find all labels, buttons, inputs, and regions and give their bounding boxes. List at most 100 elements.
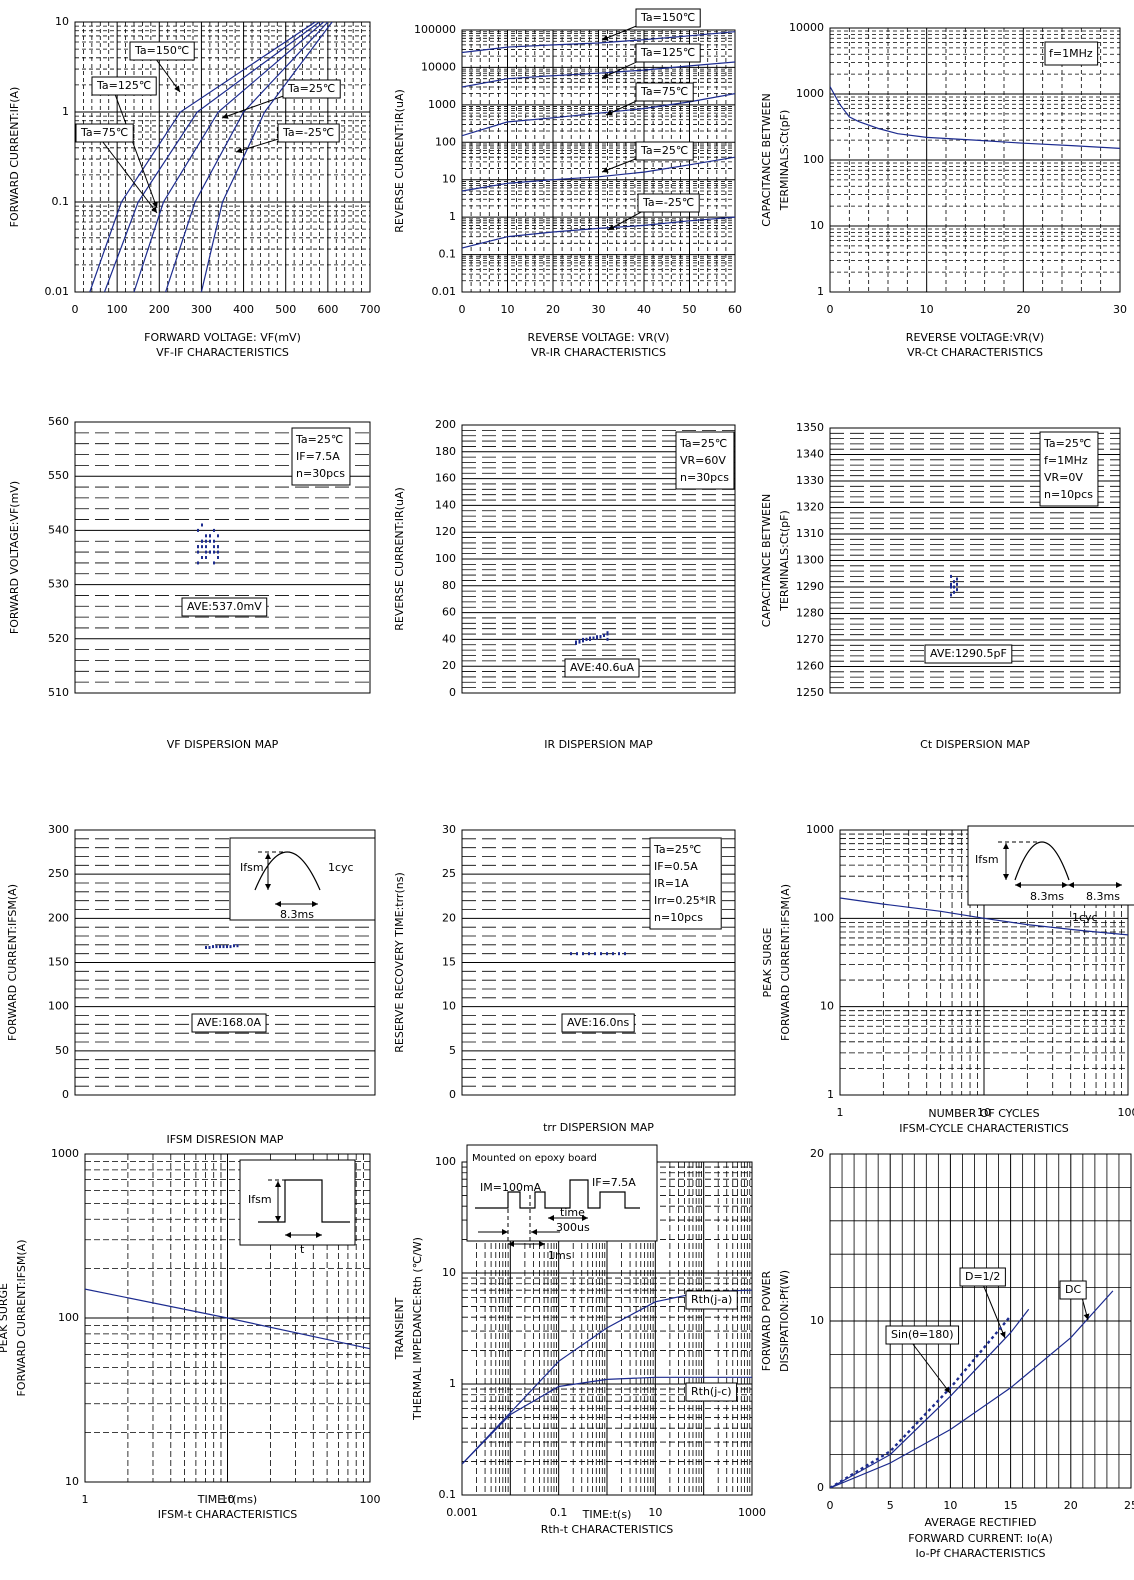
condition-text: Irr=0.25*IR <box>654 894 717 907</box>
dispersion-point <box>209 534 211 538</box>
inset-shape <box>1014 841 1070 881</box>
average-label: AVE:16.0ns <box>567 1016 629 1029</box>
label-arrow <box>111 85 158 209</box>
series-label-box <box>685 1382 738 1402</box>
condition-text: n=30pcs <box>680 471 729 484</box>
y-tick-label: 1000 <box>806 823 834 836</box>
plot-frame <box>74 829 376 1096</box>
y-tick-label: 200 <box>435 418 456 431</box>
y-tick-label: 0.1 <box>439 1488 457 1501</box>
chart: 1250 1260 1270 1280 1290 1300 1310 1320 1330 1340… <box>760 421 1121 751</box>
x-tick-label: 20 <box>1064 1499 1078 1512</box>
y-tick-label: 1000 <box>428 98 456 111</box>
x-tick-label: 20 <box>1016 303 1030 316</box>
y-tick-label: 100 <box>48 1000 69 1013</box>
plot-frame <box>461 29 736 293</box>
y-tick-label: 150 <box>48 956 69 969</box>
dispersion-point <box>201 539 203 543</box>
condition-text: IF=0.5A <box>654 860 698 873</box>
dispersion-point <box>217 545 219 549</box>
series-label: Ta=150℃ <box>640 11 695 24</box>
y-axis-label: FORWARD CURRENT:IFSM(A) <box>779 884 792 1041</box>
chart-title: VR-Ct CHARACTERISTICS <box>907 346 1043 359</box>
y-tick-label: 180 <box>435 445 456 458</box>
inset-box <box>967 825 1134 906</box>
plot-frame <box>461 424 736 694</box>
series-line <box>133 22 324 292</box>
dispersion-point <box>222 945 225 949</box>
series-line <box>462 156 735 192</box>
series-label: Ta=25℃ <box>287 82 335 95</box>
series-label: DC <box>1065 1283 1081 1296</box>
x-tick-label: 0.1 <box>550 1506 568 1519</box>
inset-text: 1ms <box>548 1249 572 1262</box>
x-tick-label: 10 <box>501 303 515 316</box>
y-tick-label: 100 <box>435 1155 456 1168</box>
dispersion-point <box>589 637 591 641</box>
x-tick-label: 10 <box>977 1106 991 1119</box>
x-axis-label: TIME:t(s) <box>582 1508 632 1521</box>
x-tick-label: 5 <box>887 1499 894 1512</box>
y-tick-label: 140 <box>435 498 456 511</box>
series-label-box <box>637 193 700 213</box>
plot-frame <box>74 421 371 694</box>
inset-text: 1cyc <box>1072 911 1098 924</box>
dispersion-point <box>570 952 572 956</box>
series-line <box>830 1308 1030 1488</box>
y-tick-label: 1 <box>827 1088 834 1101</box>
x-tick-label: 1000 <box>738 1506 766 1519</box>
dispersion-point <box>226 945 228 949</box>
dispersion-point <box>213 545 215 549</box>
series-line <box>103 22 320 292</box>
series-label: Rth(j-a) <box>691 1293 732 1306</box>
dispersion-point <box>205 550 207 554</box>
condition-text: IR=1A <box>654 877 689 890</box>
dispersion-point <box>582 952 584 956</box>
y-tick-label: 80 <box>442 579 456 592</box>
label-arrow <box>905 1334 951 1394</box>
y-tick-label: 550 <box>48 469 69 482</box>
y-tick-label: 0.1 <box>52 195 70 208</box>
x-axis-label: AVERAGE RECTIFIED <box>924 1516 1036 1529</box>
y-tick-label: 100000 <box>414 23 456 36</box>
dispersion-point <box>212 945 214 949</box>
y-tick-label: 50 <box>55 1044 69 1057</box>
dispersion-point <box>953 580 955 584</box>
x-tick-label: 30 <box>592 303 606 316</box>
dispersion-point <box>217 550 219 554</box>
y-axis-label: THERMAL IMPEDANCE:Rth (℃/W) <box>411 1237 424 1421</box>
average-label: AVE:1290.5pF <box>930 647 1007 660</box>
dispersion-point <box>606 637 609 641</box>
y-tick-label: 5 <box>449 1044 456 1057</box>
average-label-box <box>924 644 1013 664</box>
y-tick-label: 10 <box>810 219 824 232</box>
y-tick-label: 10 <box>442 173 456 186</box>
chart: 0 10 20 0 5 10 15 20 25 FORWARD POWER DISSIPATION:… <box>760 1147 1134 1560</box>
y-tick-label: 10 <box>65 1475 79 1488</box>
dispersion-point <box>599 635 602 639</box>
series-label-box <box>91 76 157 96</box>
y-axis-label: RESERVE RECOVERY TIME:trr(ns) <box>393 872 406 1052</box>
y-tick-label: 25 <box>442 867 456 880</box>
x-tick-label: 0.001 <box>446 1506 478 1519</box>
y-tick-label: 1350 <box>796 421 824 434</box>
dispersion-point <box>575 640 577 644</box>
y-axis-label: TRANSIENT <box>393 1297 406 1360</box>
dispersion-point <box>576 952 578 956</box>
x-tick-label: 0 <box>827 303 834 316</box>
x-axis-label: TIME:t(ms) <box>197 1493 257 1506</box>
x-tick-label: 25 <box>1124 1499 1134 1512</box>
dispersion-point <box>229 945 232 949</box>
series-line <box>830 1315 1012 1488</box>
dispersion-point <box>233 944 235 948</box>
y-tick-label: 20 <box>810 1147 824 1160</box>
y-axis-label: FORWARD CURRENT:IFSM(A) <box>15 1240 28 1397</box>
plot-frame <box>461 829 736 1096</box>
plot-frame <box>829 1153 1132 1489</box>
y-tick-label: 510 <box>48 686 69 699</box>
y-tick-label: 40 <box>442 632 456 645</box>
x-tick-label: 10 <box>221 1493 235 1506</box>
chart-title: Ct DISPERSION MAP <box>920 738 1030 751</box>
y-axis-label: REVERSE CURRENT:IR(uA) <box>393 89 406 233</box>
